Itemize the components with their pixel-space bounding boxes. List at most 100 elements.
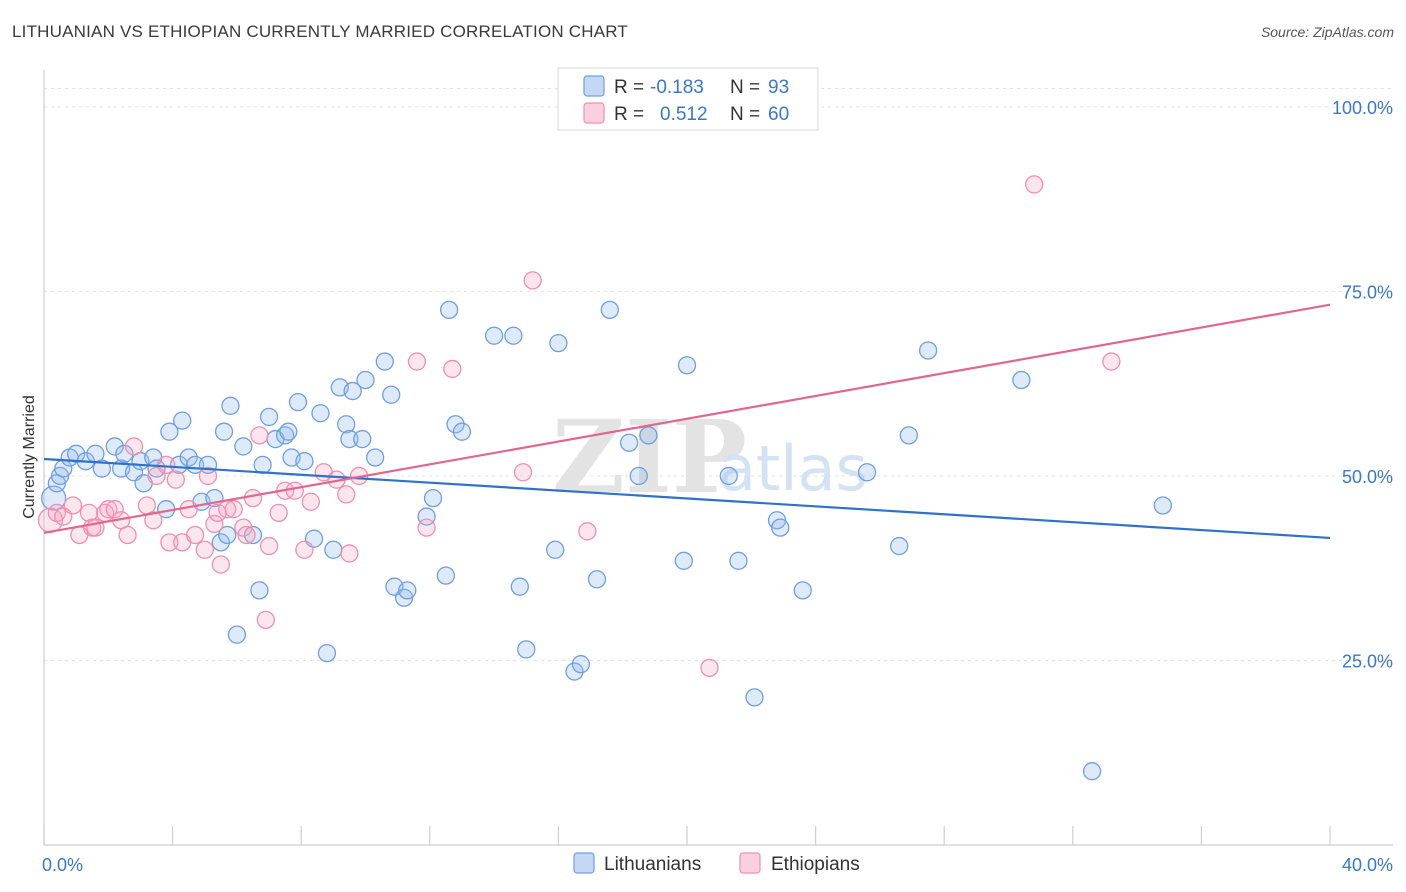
point-lithuanians — [250, 581, 269, 600]
point-lithuanians — [365, 448, 385, 467]
point-lithuanians — [1012, 370, 1031, 390]
point-lithuanians — [484, 326, 504, 345]
point-ethiopians — [295, 540, 314, 559]
bottom-legend-ethiopians: Ethiopians — [771, 854, 860, 875]
point-ethiopians — [211, 555, 230, 574]
point-ethiopians — [99, 500, 118, 519]
point-lithuanians — [179, 448, 198, 467]
point-lithuanians — [343, 381, 362, 401]
point-lithuanians — [221, 396, 240, 415]
point-ethiopians — [224, 500, 243, 519]
point-lithuanians — [243, 525, 263, 545]
point-lithuanians — [295, 452, 314, 471]
point-lithuanians — [173, 411, 192, 430]
point-lithuanians — [92, 459, 112, 478]
point-ethiopians — [118, 525, 137, 545]
point-ethiopians — [443, 359, 462, 379]
point-ethiopians — [144, 511, 163, 530]
point-lithuanians — [340, 429, 359, 449]
point-lithuanians — [587, 570, 607, 589]
point-lithuanians — [279, 422, 298, 441]
point-lithuanians — [600, 300, 619, 320]
y-tick-label: 50.0% — [1342, 467, 1393, 487]
point-lithuanians — [677, 356, 697, 375]
chart-title: LITHUANIAN VS ETHIOPIAN CURRENTLY MARRIE… — [12, 22, 629, 41]
top-legend: R = -0.183 N = 93 R = 0.512 N = 60 — [557, 67, 819, 131]
legend-n-label: N = — [730, 77, 760, 98]
point-lithuanians — [337, 415, 356, 434]
point-lithuanians — [288, 392, 308, 412]
point-ethiopians — [259, 536, 279, 556]
legend-r-label: R = — [614, 77, 644, 98]
point-ethiopians — [105, 500, 124, 519]
series-lithuanians-points — [40, 300, 1172, 781]
y-tick-label: 75.0% — [1342, 282, 1393, 302]
legend-r-value: 0.512 — [660, 104, 708, 125]
point-ethiopians — [157, 455, 176, 475]
grid-lines — [44, 87, 1393, 661]
point-lithuanians — [375, 352, 394, 371]
bottom-legend-lithuanians: Lithuanians — [604, 854, 701, 875]
point-lithuanians — [546, 540, 565, 559]
x-ticks — [43, 826, 1331, 845]
point-lithuanians — [356, 370, 375, 390]
point-lithuanians — [311, 404, 330, 423]
point-ethiopians — [578, 522, 597, 541]
point-ethiopians — [700, 658, 719, 678]
point-lithuanians — [398, 581, 417, 600]
point-lithuanians — [857, 463, 877, 482]
point-lithuanians — [1082, 762, 1102, 781]
point-lithuanians — [40, 485, 67, 511]
point-ethiopians — [269, 503, 288, 523]
point-ethiopians — [256, 610, 275, 630]
point-ethiopians — [243, 488, 263, 508]
point-ethiopians — [237, 525, 256, 545]
point-lithuanians — [549, 333, 568, 353]
point-ethiopians — [523, 271, 542, 290]
legend-r-value: -0.183 — [650, 77, 704, 98]
point-lithuanians — [423, 488, 443, 508]
point-lithuanians — [218, 525, 237, 545]
x-tick-label-min: 0.0% — [42, 855, 83, 875]
bottom-legend: Lithuanians Ethiopians — [573, 852, 860, 875]
point-lithuanians — [214, 422, 234, 441]
point-lithuanians — [729, 551, 748, 570]
point-ethiopians — [337, 485, 356, 504]
legend-n-value: 60 — [768, 104, 789, 125]
point-lithuanians — [890, 536, 909, 556]
point-lithuanians — [918, 341, 938, 360]
point-ethiopians — [63, 496, 83, 515]
point-lithuanians — [452, 422, 472, 441]
y-tick-label: 100.0% — [1332, 98, 1393, 118]
point-ethiopians — [340, 544, 359, 563]
x-tick-label-max: 40.0% — [1342, 855, 1393, 875]
point-ethiopians — [1025, 175, 1044, 194]
trend-line-lithuanians — [43, 457, 1331, 540]
legend-n-value: 93 — [768, 77, 789, 98]
bottom-legend-swatch-lithuanians — [573, 852, 595, 874]
y-axis-label: Currently Married — [21, 395, 38, 519]
bottom-legend-swatch-ethiopians — [739, 852, 761, 874]
point-ethiopians — [285, 481, 304, 500]
y-tick-label: 25.0% — [1342, 651, 1393, 671]
point-lithuanians — [115, 444, 134, 463]
point-lithuanians — [771, 518, 790, 537]
point-lithuanians — [565, 662, 584, 681]
point-ethiopians — [1102, 352, 1121, 371]
point-lithuanians — [793, 581, 812, 600]
point-lithuanians — [517, 640, 536, 659]
point-lithuanians — [253, 455, 272, 475]
point-ethiopians — [198, 466, 218, 486]
point-lithuanians — [899, 426, 918, 445]
point-lithuanians — [439, 300, 459, 320]
point-ethiopians — [185, 525, 205, 545]
point-ethiopians — [195, 540, 214, 559]
point-ethiopians — [417, 518, 436, 537]
point-lithuanians — [227, 625, 247, 644]
point-ethiopians — [250, 426, 269, 445]
point-lithuanians — [446, 415, 465, 434]
point-ethiopians — [166, 470, 185, 489]
source-label: Source: ZipAtlas.com — [1260, 24, 1394, 40]
point-lithuanians — [571, 655, 591, 674]
